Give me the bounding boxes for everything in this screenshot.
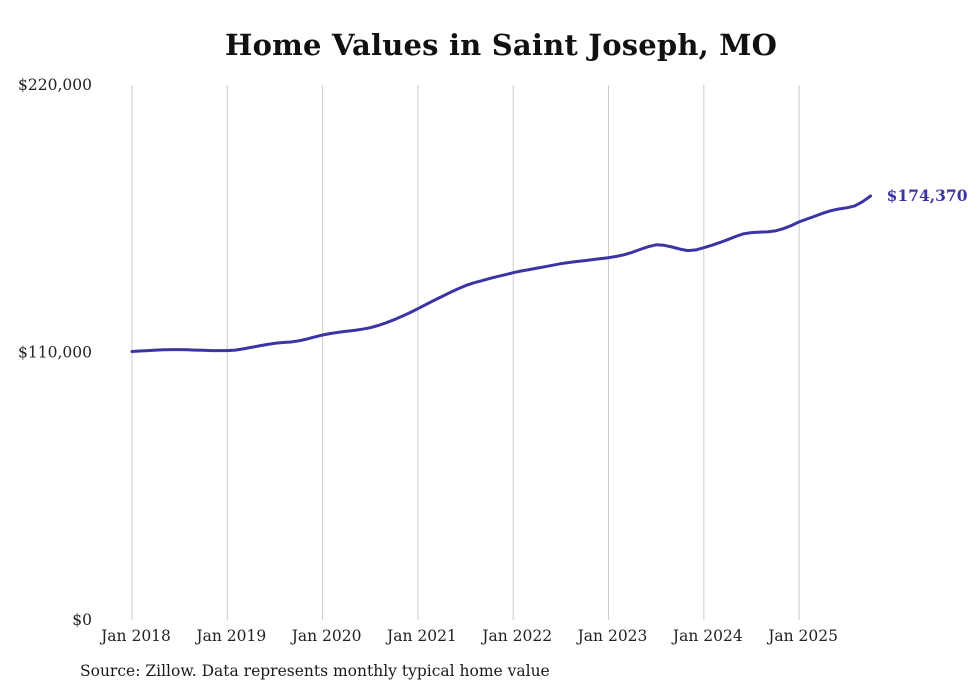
x-tick-label: Jan 2024	[671, 627, 743, 645]
x-tick-label: Jan 2021	[385, 627, 457, 645]
x-tick-label: Jan 2020	[290, 627, 362, 645]
y-tick-label: $110,000	[18, 344, 92, 362]
x-tick-label: Jan 2018	[99, 627, 171, 645]
gridlines	[131, 85, 800, 620]
x-tick-label: Jan 2023	[576, 627, 648, 645]
y-tick-label: $0	[72, 611, 92, 629]
x-axis-labels: Jan 2018 Jan 2019 Jan 2020 Jan 2021 Jan 2022…	[99, 627, 838, 645]
value-line	[130, 194, 873, 353]
y-tick-label: $220,000	[18, 76, 92, 94]
chart-title: Home Values in Saint Joseph, MO	[224, 28, 778, 62]
source-note: Source: Zillow. Data represents monthly …	[80, 662, 550, 680]
x-tick-label: Jan 2019	[194, 627, 266, 645]
x-tick-label: Jan 2022	[480, 627, 552, 645]
x-tick-label: Jan 2025	[766, 627, 838, 645]
y-axis-labels: $220,000 $110,000 $0	[18, 76, 92, 629]
end-value-label: $174,370	[887, 186, 968, 205]
